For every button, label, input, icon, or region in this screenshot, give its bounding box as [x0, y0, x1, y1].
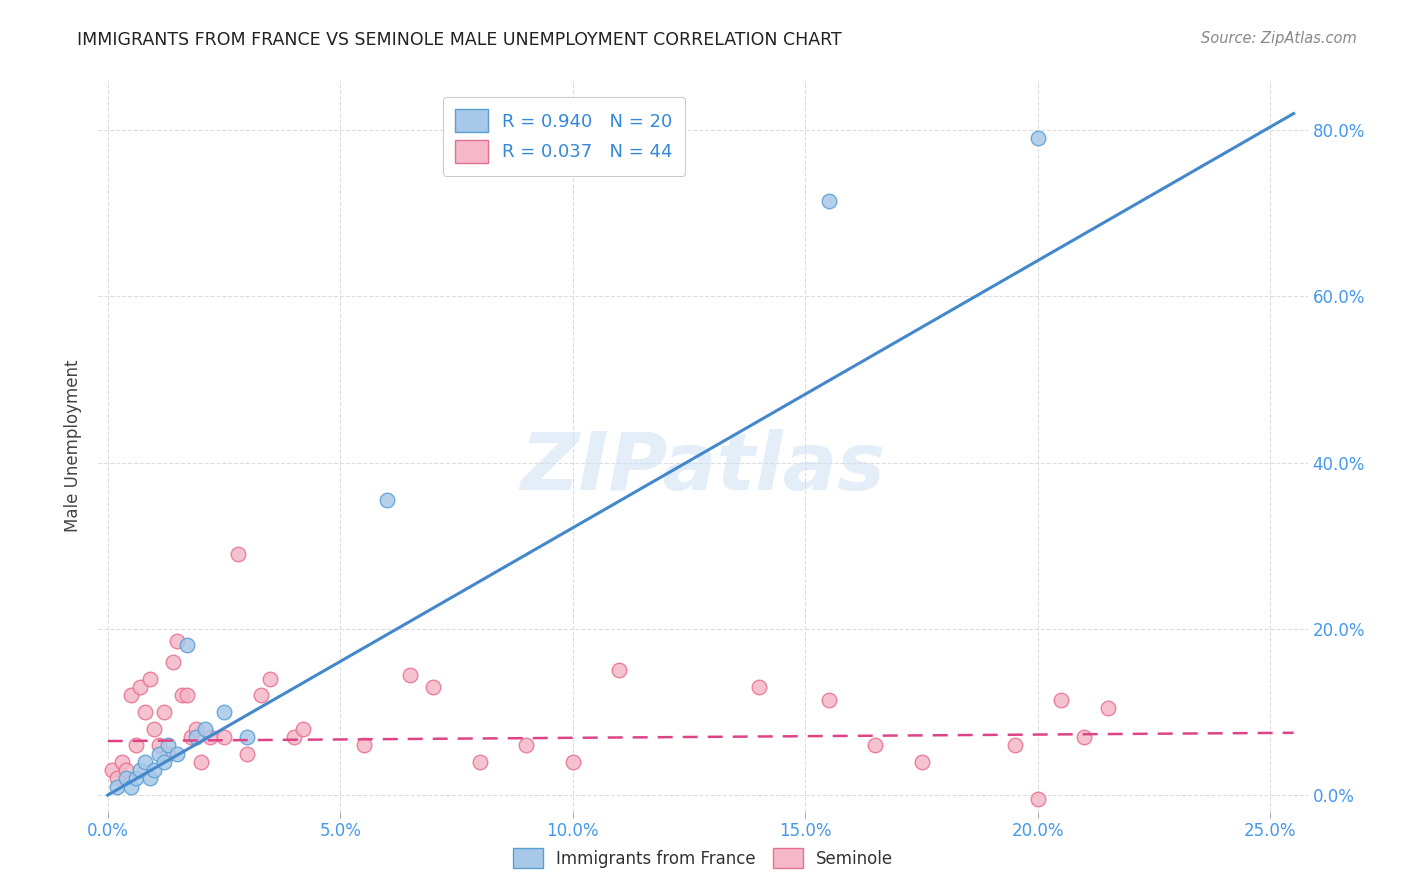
Point — [283, 730, 305, 744]
Point — [172, 689, 194, 703]
Point — [515, 738, 537, 752]
Point — [375, 493, 398, 508]
Point — [817, 692, 839, 706]
Text: IMMIGRANTS FROM FRANCE VS SEMINOLE MALE UNEMPLOYMENT CORRELATION CHART: IMMIGRANTS FROM FRANCE VS SEMINOLE MALE … — [77, 31, 842, 49]
Point — [124, 738, 146, 752]
Point — [124, 772, 146, 786]
Point — [105, 780, 128, 794]
Y-axis label: Male Unemployment: Male Unemployment — [65, 359, 83, 533]
Point — [115, 772, 138, 786]
Point — [152, 705, 174, 719]
Point — [910, 755, 932, 769]
Point — [399, 667, 422, 681]
Point — [120, 780, 142, 794]
Point — [157, 738, 180, 752]
Point — [134, 705, 156, 719]
Point — [1004, 738, 1026, 752]
Point — [422, 680, 444, 694]
Point — [468, 755, 491, 769]
Point — [138, 672, 160, 686]
Point — [190, 755, 212, 769]
Point — [143, 722, 166, 736]
Point — [138, 772, 160, 786]
Point — [236, 730, 259, 744]
Legend: R = 0.940   N = 20, R = 0.037   N = 44: R = 0.940 N = 20, R = 0.037 N = 44 — [443, 96, 685, 176]
Text: Source: ZipAtlas.com: Source: ZipAtlas.com — [1201, 31, 1357, 46]
Point — [607, 664, 630, 678]
Point — [111, 755, 134, 769]
Point — [236, 747, 259, 761]
Point — [259, 672, 281, 686]
Point — [226, 547, 249, 561]
Point — [1097, 701, 1119, 715]
Point — [166, 634, 188, 648]
Point — [129, 680, 152, 694]
Point — [292, 722, 315, 736]
Text: ZIPatlas: ZIPatlas — [520, 429, 886, 507]
Point — [176, 639, 198, 653]
Point — [748, 680, 770, 694]
Point — [176, 689, 198, 703]
Point — [180, 730, 202, 744]
Point — [134, 755, 156, 769]
Point — [250, 689, 273, 703]
Point — [1026, 131, 1049, 145]
Point — [194, 722, 217, 736]
Point — [198, 730, 221, 744]
Point — [184, 722, 207, 736]
Point — [148, 738, 170, 752]
Point — [353, 738, 375, 752]
Point — [120, 689, 142, 703]
Point — [184, 730, 207, 744]
Point — [561, 755, 583, 769]
Point — [143, 763, 166, 777]
Point — [157, 747, 180, 761]
Point — [162, 655, 184, 669]
Point — [212, 705, 235, 719]
Legend: Immigrants from France, Seminole: Immigrants from France, Seminole — [505, 839, 901, 877]
Point — [817, 194, 839, 208]
Point — [212, 730, 235, 744]
Point — [152, 755, 174, 769]
Point — [863, 738, 886, 752]
Point — [105, 772, 128, 786]
Point — [1026, 792, 1049, 806]
Point — [166, 747, 188, 761]
Point — [148, 747, 170, 761]
Point — [115, 763, 138, 777]
Point — [129, 763, 152, 777]
Point — [1073, 730, 1095, 744]
Point — [101, 763, 124, 777]
Point — [1050, 692, 1073, 706]
